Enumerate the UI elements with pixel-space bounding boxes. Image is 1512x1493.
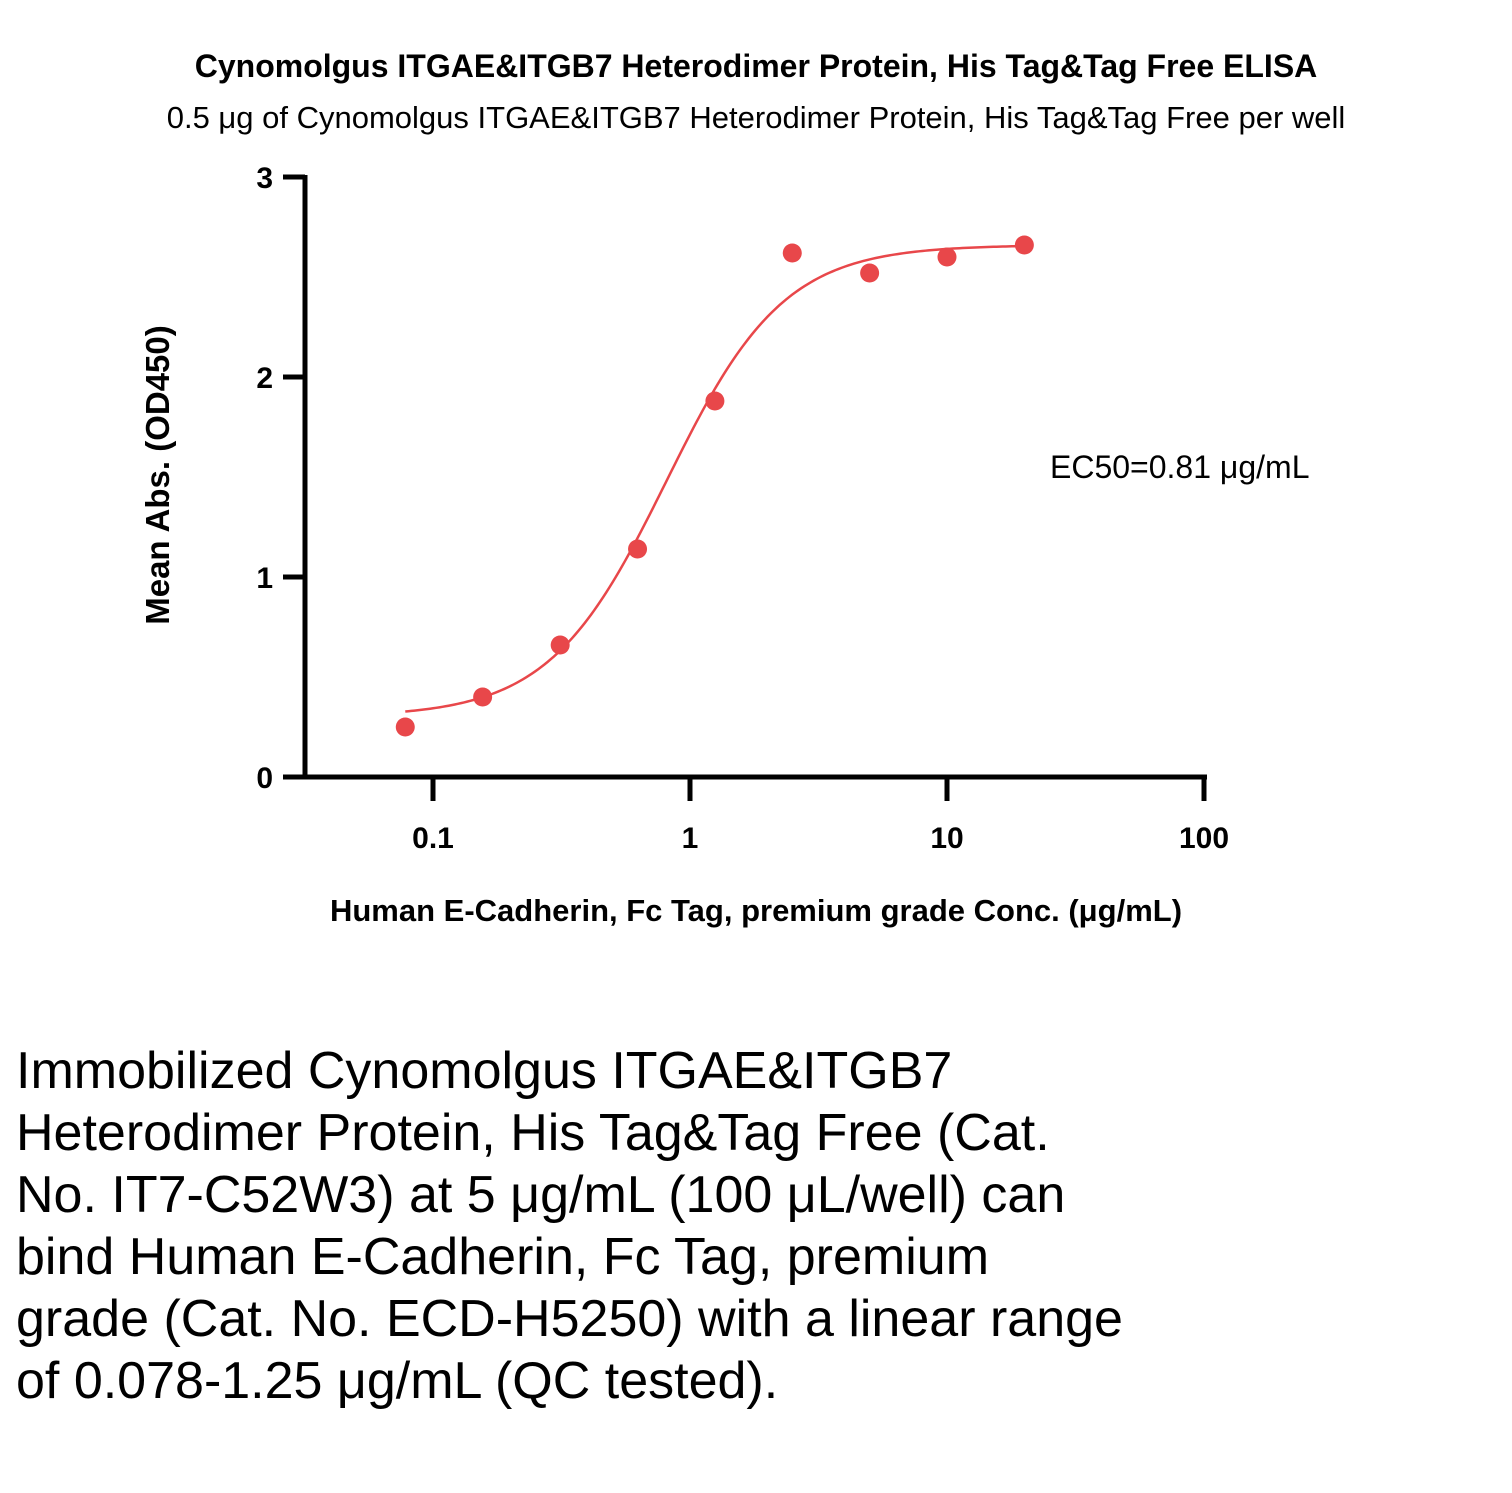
axes: 0 1 2 3 0.1 1 10 100	[256, 162, 1229, 855]
x-tick-label: 10	[930, 822, 963, 855]
data-point	[1014, 235, 1034, 255]
data-point	[705, 391, 725, 411]
data-point	[782, 243, 802, 263]
y-tick-label: 3	[256, 162, 273, 195]
x-axis-label: Human E-Cadherin, Fc Tag, premium grade …	[329, 893, 1183, 928]
data-point	[473, 687, 493, 707]
fit-curve	[405, 244, 1025, 713]
figure-caption: Immobilized Cynomolgus ITGAE&ITGB7 Heter…	[16, 1042, 1123, 1410]
x-tick-label: 1	[682, 822, 699, 855]
x-axis-label-wrap: Human E-Cadherin, Fc Tag, premium grade …	[0, 893, 1512, 929]
y-tick-label: 2	[256, 362, 273, 395]
data-point	[937, 247, 957, 267]
chart-subtitle: 0.5 μg of Cynomolgus ITGAE&ITGB7 Heterod…	[166, 100, 1346, 135]
data-point	[550, 635, 570, 655]
x-tick-label: 0.1	[412, 822, 454, 855]
x-tick-label: 100	[1179, 822, 1229, 855]
fit-curve-layer	[405, 244, 1025, 713]
data-point	[860, 263, 880, 283]
y-tick-label: 0	[256, 762, 273, 795]
elisa-chart: 0 1 2 3 0.1 1 10 100 EC50=0.81 μg/mL	[256, 162, 1309, 855]
data-point	[395, 717, 415, 737]
data-point	[628, 539, 648, 559]
chart-title: Cynomolgus ITGAE&ITGB7 Heterodimer Prote…	[194, 48, 1318, 84]
ec50-annotation: EC50=0.81 μg/mL	[1050, 449, 1309, 485]
annotation-layer: EC50=0.81 μg/mL	[1050, 449, 1309, 485]
data-points-layer	[395, 235, 1034, 737]
y-tick-label: 1	[256, 562, 273, 595]
